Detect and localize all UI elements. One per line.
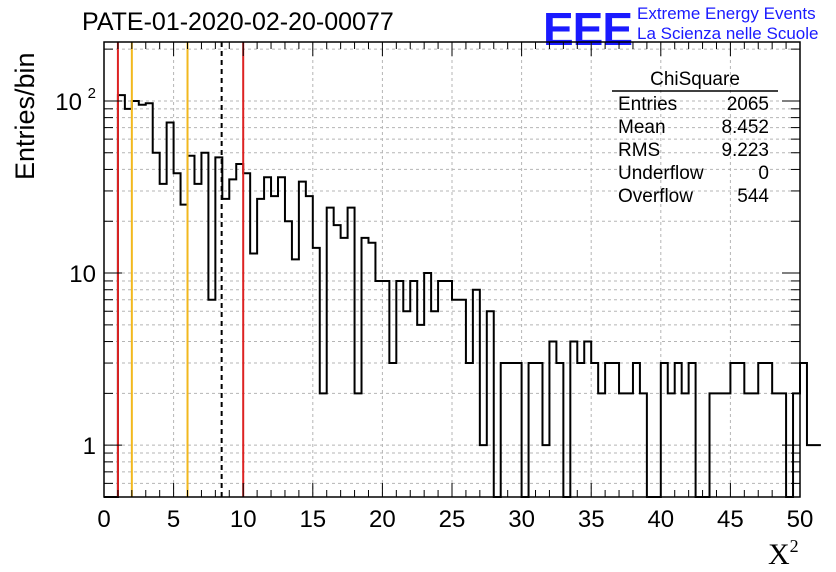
y-tick-label: 1 [83, 433, 96, 460]
y-tick-exponent: 2 [88, 85, 96, 102]
x-tick-label: 25 [439, 506, 466, 533]
stats-row-value: 544 [737, 186, 769, 207]
stats-row-label: Mean [618, 117, 666, 138]
chart-title: PATE-01-2020-02-20-00077 [82, 8, 394, 36]
stats-box-title: ChiSquare [650, 69, 740, 90]
x-tick-label: 50 [787, 506, 814, 533]
x-tick-label: 40 [647, 506, 674, 533]
y-tick-label: 10 [69, 261, 96, 288]
stats-row-label: RMS [618, 140, 660, 161]
x-tick-label: 15 [299, 506, 326, 533]
stats-row-value: 2065 [727, 94, 769, 115]
x-tick-label: 35 [578, 506, 605, 533]
stats-row-label: Underflow [618, 163, 704, 184]
x-tick-label: 20 [369, 506, 396, 533]
x-tick-label: 10 [230, 506, 257, 533]
x-tick-label: 0 [97, 506, 110, 533]
stats-row-value: 8.452 [721, 117, 769, 138]
x-tick-label: 45 [717, 506, 744, 533]
stats-row-label: Overflow [618, 186, 693, 207]
y-tick-label: 10 [55, 89, 82, 116]
logo-tagline-2: La Scienza nelle Scuole [637, 24, 819, 43]
x-axis-label: X2 [768, 536, 799, 572]
x-axis-label-superscript: 2 [789, 536, 799, 556]
stats-row-label: Entries [618, 94, 677, 115]
logo-tagline-1: Extreme Energy Events [637, 4, 816, 23]
x-tick-label: 30 [508, 506, 535, 533]
x-tick-label: 5 [167, 506, 180, 533]
eee-logo: EEE [543, 3, 633, 55]
stats-row-value: 0 [758, 163, 769, 184]
x-axis-label-text: X [768, 538, 790, 571]
histogram-line [104, 94, 821, 498]
stats-row-value: 9.223 [721, 140, 769, 161]
